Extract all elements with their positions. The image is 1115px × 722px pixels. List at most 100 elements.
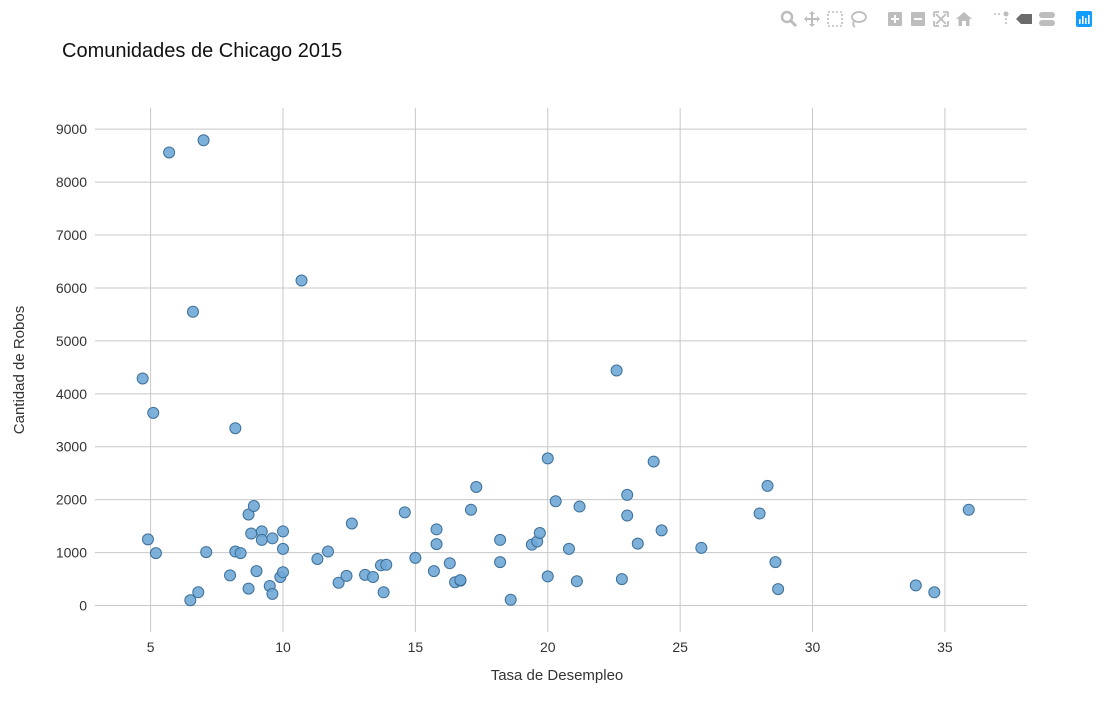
data-point[interactable] (647, 455, 660, 468)
data-point[interactable] (250, 565, 263, 578)
data-point[interactable] (266, 587, 279, 600)
data-point[interactable] (409, 551, 422, 564)
data-point[interactable] (504, 593, 517, 606)
pan-icon[interactable] (803, 10, 821, 28)
y-tick-label: 2000 (56, 492, 87, 508)
modebar-group (881, 10, 973, 28)
data-point[interactable] (276, 566, 289, 579)
data-point[interactable] (332, 576, 345, 589)
x-tick-label: 5 (147, 639, 155, 655)
y-tick-label: 1000 (56, 545, 87, 561)
plotly-logo-icon[interactable] (1075, 10, 1093, 28)
data-point[interactable] (928, 586, 941, 599)
x-axis-tick-labels: 5 10 15 20 25 30 35 (147, 639, 953, 655)
data-point[interactable] (255, 533, 268, 546)
data-point[interactable] (533, 527, 546, 540)
autoscale-icon[interactable] (932, 10, 950, 28)
data-point[interactable] (470, 480, 483, 493)
x-tick-label: 15 (408, 639, 424, 655)
data-point[interactable] (229, 422, 242, 435)
data-point[interactable] (655, 524, 668, 537)
data-point[interactable] (234, 547, 247, 560)
zoom-out-icon[interactable] (909, 10, 927, 28)
data-points[interactable] (136, 134, 975, 607)
box-select-icon[interactable] (826, 10, 844, 28)
data-point[interactable] (345, 517, 358, 530)
data-point[interactable] (443, 557, 456, 570)
x-tick-label: 35 (937, 639, 953, 655)
y-tick-label: 7000 (56, 227, 87, 243)
data-point[interactable] (631, 537, 644, 550)
spike-lines-icon[interactable] (992, 10, 1010, 28)
data-point[interactable] (224, 569, 237, 582)
y-axis-tick-labels: 0 1000 2000 3000 4000 5000 6000 7000 8000 9000 (56, 121, 87, 613)
data-point[interactable] (147, 406, 160, 419)
data-point[interactable] (276, 542, 289, 555)
data-point[interactable] (380, 558, 393, 571)
y-tick-label: 6000 (56, 280, 87, 296)
data-point[interactable] (621, 509, 634, 522)
data-point[interactable] (562, 542, 575, 555)
grid-lines (95, 108, 1027, 632)
data-point[interactable] (430, 538, 443, 551)
data-point[interactable] (340, 569, 353, 582)
data-point[interactable] (266, 532, 279, 545)
data-point[interactable] (541, 570, 554, 583)
data-point[interactable] (322, 545, 334, 558)
data-point[interactable] (141, 533, 154, 546)
data-point[interactable] (242, 582, 255, 595)
data-point[interactable] (494, 556, 507, 569)
data-point[interactable] (549, 495, 562, 508)
data-point[interactable] (761, 479, 774, 492)
hover-compare-icon[interactable] (1038, 10, 1056, 28)
zoom-icon[interactable] (780, 10, 798, 28)
data-point[interactable] (454, 574, 467, 587)
modebar-group (987, 10, 1056, 28)
data-point[interactable] (398, 506, 411, 519)
data-point[interactable] (615, 573, 628, 586)
y-axis-label: Cantidad de Robos (11, 306, 28, 434)
data-point[interactable] (149, 547, 162, 560)
zoom-in-icon[interactable] (886, 10, 904, 28)
data-point[interactable] (427, 565, 440, 578)
data-point[interactable] (464, 503, 477, 516)
home-icon[interactable] (955, 10, 973, 28)
data-point[interactable] (610, 364, 623, 377)
chart-title: Comunidades de Chicago 2015 (62, 40, 342, 62)
data-point[interactable] (769, 556, 782, 569)
data-point[interactable] (621, 488, 634, 501)
data-point[interactable] (377, 586, 390, 599)
y-tick-label: 8000 (56, 174, 87, 190)
data-point[interactable] (184, 594, 197, 607)
data-point[interactable] (573, 500, 586, 513)
data-point[interactable] (200, 546, 213, 559)
data-point[interactable] (772, 583, 785, 596)
data-point[interactable] (311, 552, 324, 565)
lasso-select-icon[interactable] (849, 10, 867, 28)
data-point[interactable] (295, 274, 308, 287)
x-tick-label: 25 (672, 639, 688, 655)
data-point[interactable] (247, 500, 260, 513)
data-point[interactable] (136, 372, 149, 385)
data-point[interactable] (192, 586, 205, 599)
data-point[interactable] (962, 503, 975, 516)
data-point[interactable] (245, 527, 258, 540)
data-point[interactable] (570, 575, 583, 588)
data-point[interactable] (695, 541, 708, 554)
data-point[interactable] (753, 507, 766, 520)
data-point[interactable] (197, 134, 210, 147)
data-point[interactable] (909, 579, 922, 592)
data-point[interactable] (541, 452, 554, 465)
data-point[interactable] (367, 570, 380, 583)
data-point[interactable] (186, 305, 199, 318)
data-point[interactable] (163, 146, 176, 159)
y-tick-label: 4000 (56, 386, 87, 402)
x-tick-label: 10 (275, 639, 291, 655)
y-tick-label: 5000 (56, 333, 87, 349)
data-point[interactable] (494, 533, 507, 546)
data-point[interactable] (276, 525, 289, 538)
hover-closest-icon[interactable] (1015, 10, 1033, 28)
data-point[interactable] (430, 523, 443, 536)
data-point[interactable] (242, 508, 255, 521)
